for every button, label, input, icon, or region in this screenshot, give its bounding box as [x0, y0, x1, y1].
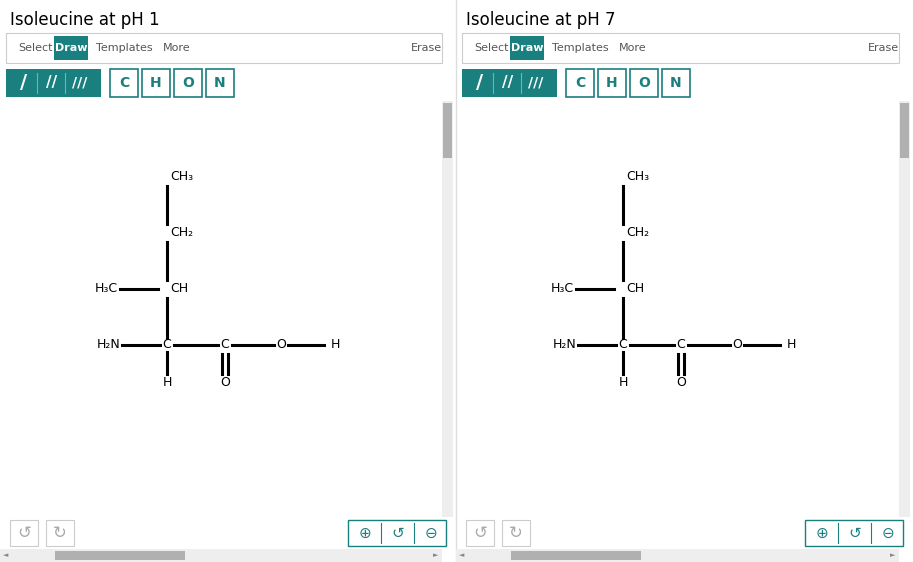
- Text: Select: Select: [18, 43, 53, 53]
- Text: C: C: [677, 338, 686, 351]
- Bar: [348, 520, 446, 546]
- Text: C: C: [221, 338, 229, 351]
- Text: C: C: [619, 338, 627, 351]
- Text: Templates: Templates: [552, 43, 609, 53]
- Bar: [466, 520, 494, 546]
- Text: ►: ►: [434, 552, 438, 559]
- Bar: [566, 69, 594, 97]
- Bar: [6, 69, 101, 97]
- Text: More: More: [163, 43, 191, 53]
- Bar: [598, 69, 626, 97]
- Text: Erase: Erase: [411, 43, 442, 53]
- Bar: [10, 520, 38, 546]
- Text: Erase: Erase: [867, 43, 898, 53]
- Bar: [462, 69, 557, 97]
- Text: Select: Select: [474, 43, 509, 53]
- Bar: [110, 69, 138, 97]
- Bar: [142, 69, 170, 97]
- Bar: [6, 33, 442, 63]
- Bar: [206, 69, 234, 97]
- Bar: [502, 520, 530, 546]
- Text: ◄: ◄: [4, 552, 9, 559]
- Text: CH₂: CH₂: [170, 226, 194, 239]
- Text: H: H: [331, 338, 341, 351]
- Text: Draw: Draw: [510, 43, 543, 53]
- Text: H: H: [163, 375, 172, 388]
- Bar: [0, 549, 442, 562]
- Text: H₃C: H₃C: [551, 283, 574, 296]
- Text: Draw: Draw: [55, 43, 88, 53]
- Bar: [899, 101, 910, 517]
- Text: CH: CH: [626, 283, 645, 296]
- Text: //: //: [502, 75, 514, 90]
- Text: ///: ///: [529, 76, 543, 90]
- Bar: [456, 549, 899, 562]
- Text: N: N: [670, 76, 682, 90]
- Text: N: N: [215, 76, 226, 90]
- Bar: [462, 33, 899, 63]
- Text: ↻: ↻: [53, 524, 67, 542]
- Text: ↺: ↺: [391, 525, 404, 541]
- Text: CH₃: CH₃: [626, 170, 649, 184]
- Text: /: /: [477, 74, 484, 93]
- Text: //: //: [47, 75, 58, 90]
- Bar: [54, 36, 88, 60]
- Text: ///: ///: [72, 76, 88, 90]
- Text: ►: ►: [890, 552, 896, 559]
- Bar: [0, 0, 456, 562]
- Text: /: /: [20, 74, 27, 93]
- Bar: [900, 103, 909, 158]
- Bar: [442, 101, 453, 517]
- Text: H: H: [150, 76, 162, 90]
- Bar: [174, 69, 202, 97]
- Text: H: H: [618, 375, 627, 388]
- Text: ⊖: ⊖: [881, 525, 894, 541]
- Text: O: O: [676, 375, 686, 388]
- Text: O: O: [220, 375, 230, 388]
- Text: H₂N: H₂N: [552, 338, 576, 351]
- Text: Templates: Templates: [96, 43, 152, 53]
- Text: ◄: ◄: [459, 552, 465, 559]
- Text: ↺: ↺: [17, 524, 31, 542]
- Text: ↺: ↺: [473, 524, 487, 542]
- Text: Isoleucine at pH 7: Isoleucine at pH 7: [466, 11, 615, 29]
- Bar: [55, 551, 185, 560]
- Text: H₂N: H₂N: [96, 338, 120, 351]
- Text: O: O: [182, 76, 194, 90]
- Bar: [662, 69, 690, 97]
- Text: CH₃: CH₃: [170, 170, 194, 184]
- Text: O: O: [638, 76, 650, 90]
- Bar: [46, 520, 74, 546]
- Bar: [443, 103, 452, 158]
- Text: CH₂: CH₂: [626, 226, 649, 239]
- Text: O: O: [276, 338, 286, 351]
- Text: CH: CH: [170, 283, 188, 296]
- Bar: [456, 0, 913, 562]
- Bar: [805, 520, 903, 546]
- Bar: [511, 551, 641, 560]
- Bar: [510, 36, 544, 60]
- Text: Isoleucine at pH 1: Isoleucine at pH 1: [10, 11, 160, 29]
- Text: H: H: [606, 76, 618, 90]
- Text: C: C: [119, 76, 129, 90]
- Text: More: More: [619, 43, 646, 53]
- Text: H: H: [787, 338, 796, 351]
- Text: C: C: [163, 338, 172, 351]
- Text: O: O: [732, 338, 742, 351]
- Text: ↺: ↺: [848, 525, 861, 541]
- Text: ⊕: ⊕: [815, 525, 828, 541]
- Text: H₃C: H₃C: [95, 283, 118, 296]
- Text: ⊖: ⊖: [425, 525, 437, 541]
- Text: ↻: ↻: [509, 524, 523, 542]
- Text: C: C: [575, 76, 585, 90]
- Text: ⊕: ⊕: [358, 525, 371, 541]
- Bar: [630, 69, 658, 97]
